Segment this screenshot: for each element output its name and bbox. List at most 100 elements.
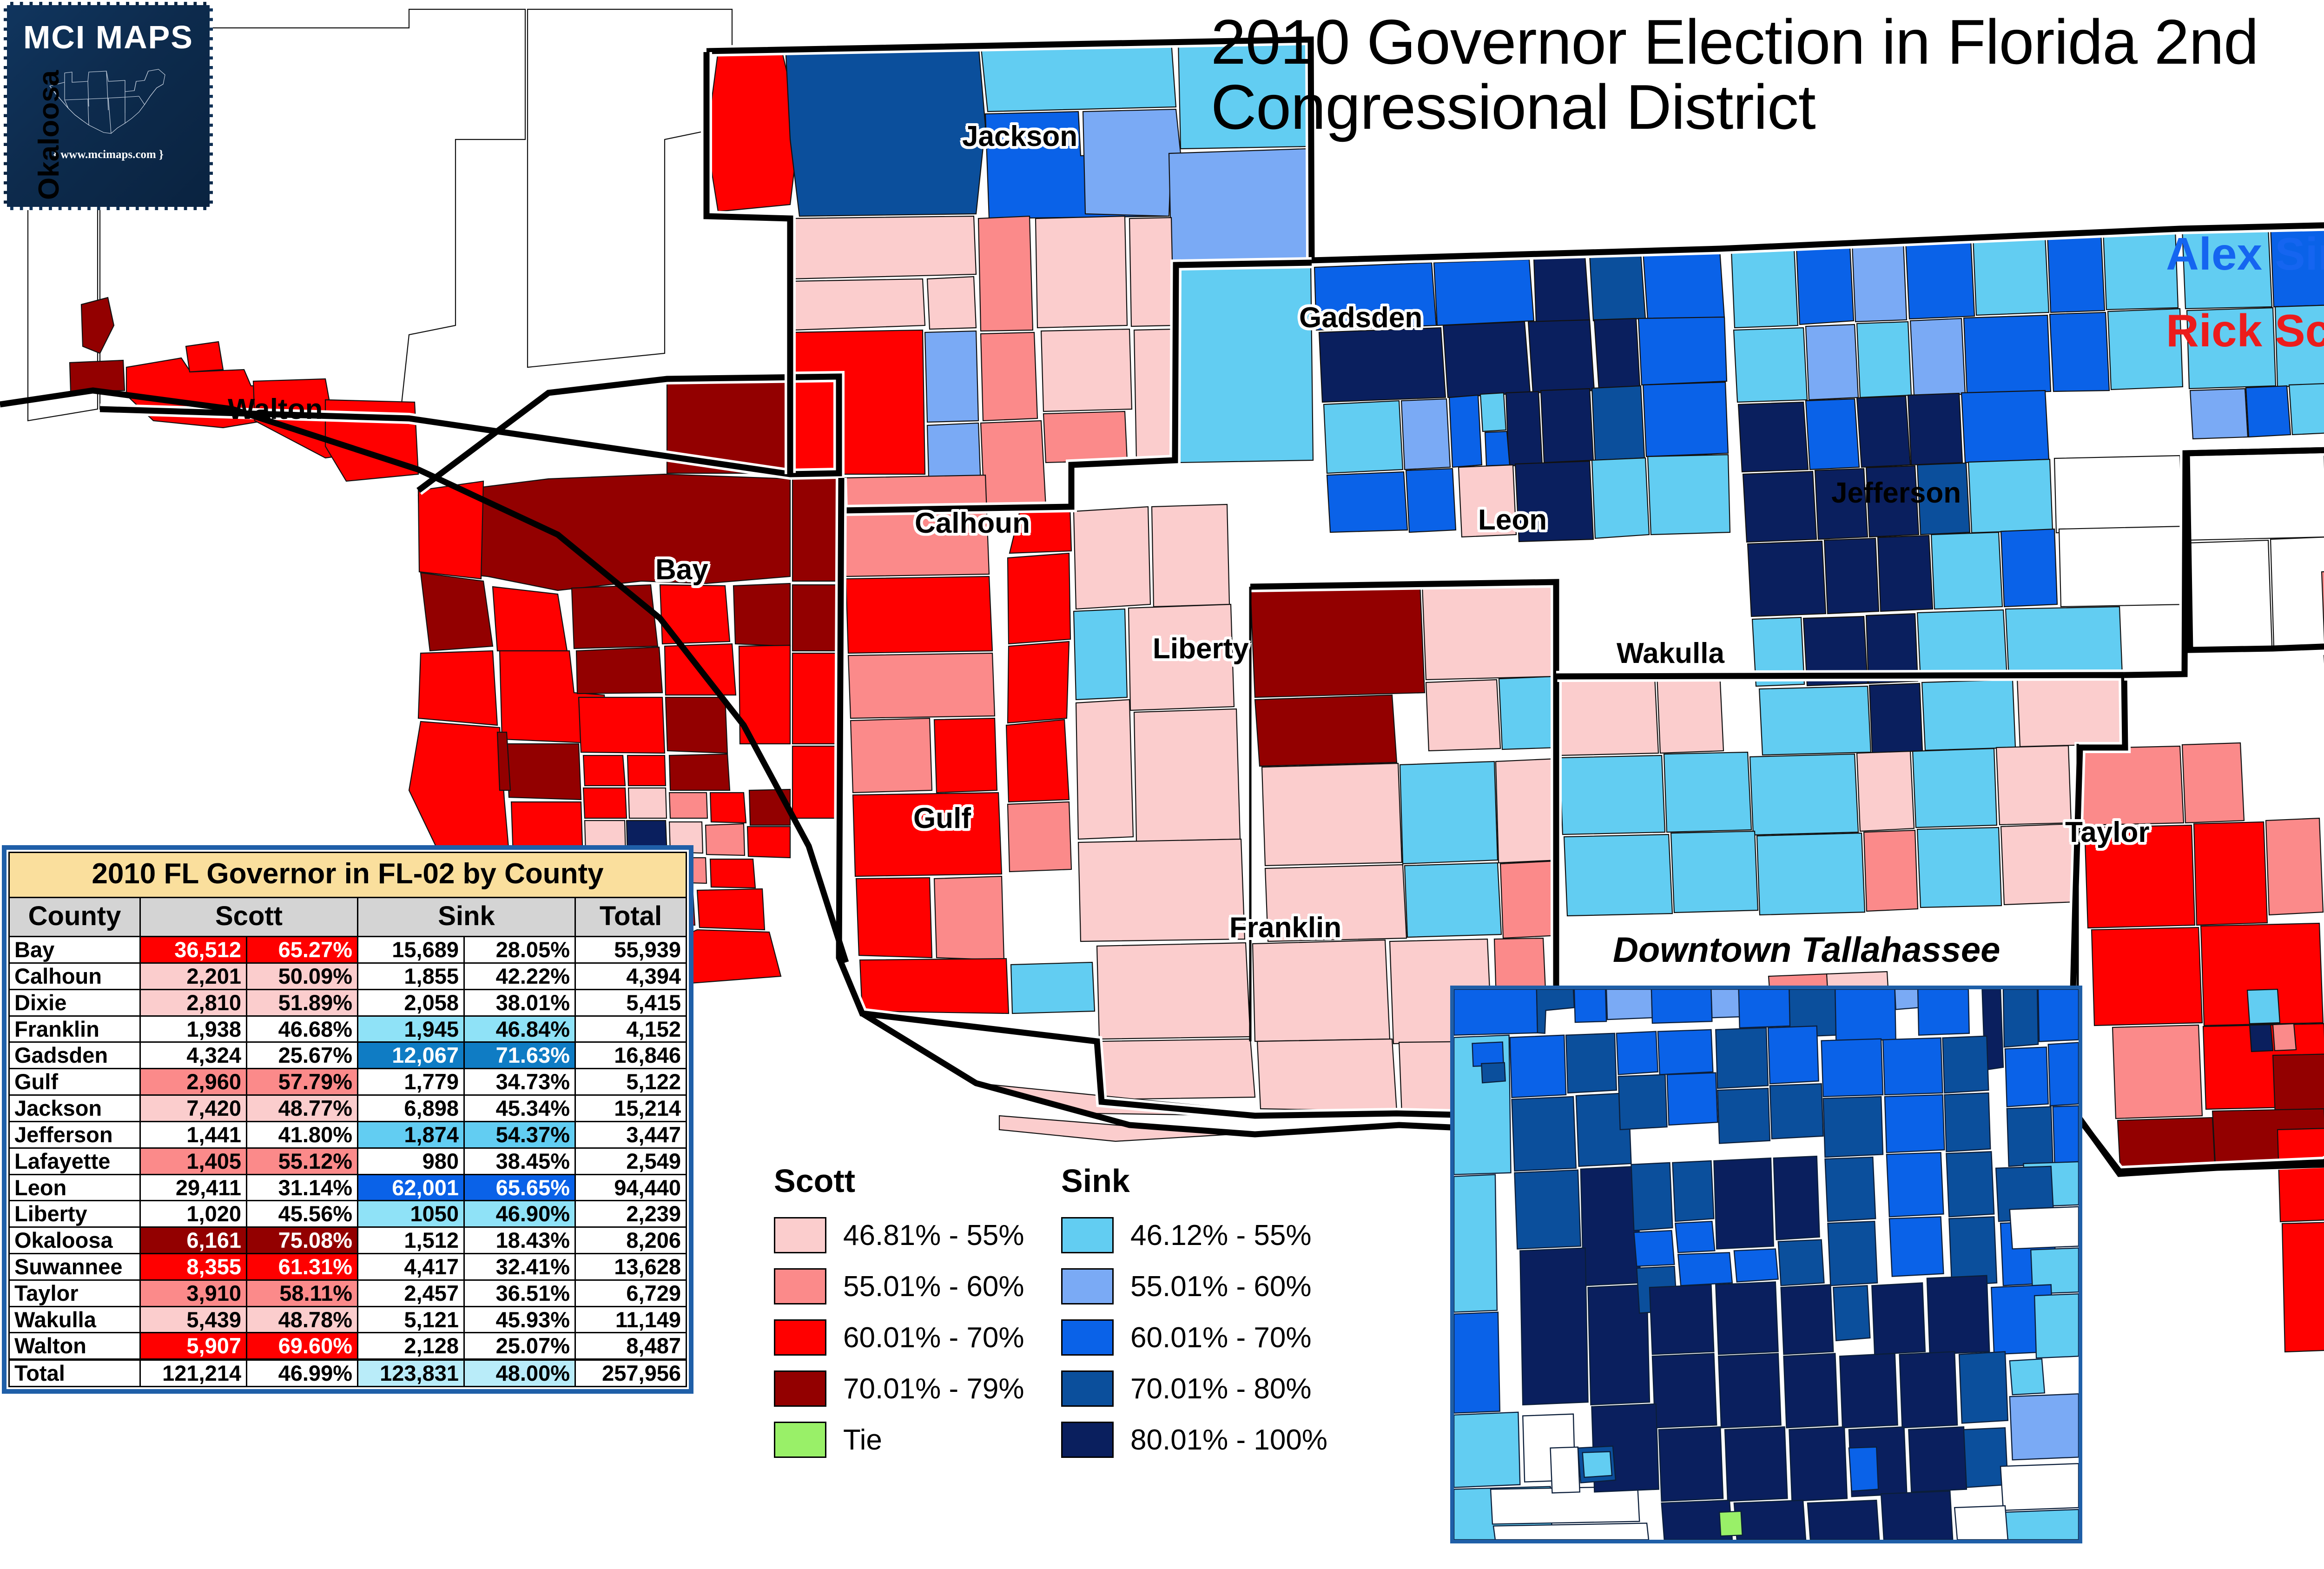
legend-heading-sink: Sink — [1061, 1163, 1130, 1199]
cell-scott-votes: 5,907 — [139, 1332, 247, 1361]
legend-label: 60.01% - 70% — [843, 1321, 1024, 1354]
cell-total: 94,440 — [574, 1173, 687, 1202]
cell-county: Lafayette — [8, 1147, 141, 1175]
cell-total-scott-pct: 46.99% — [246, 1358, 358, 1387]
legend-item: 80.01% - 100% — [1061, 1414, 1327, 1465]
title-line-1: 2010 Governor Election in Florida 2nd — [1211, 7, 2259, 77]
cell-scott-votes: 2,960 — [139, 1068, 247, 1096]
legend-swatch — [1061, 1268, 1114, 1304]
cell-sink-pct: 25.07% — [463, 1332, 576, 1361]
table-row: Taylor 3,910 58.11% 2,457 36.51% 6,729 — [8, 1279, 687, 1307]
cell-scott-pct: 41.80% — [246, 1120, 358, 1149]
cell-sink-votes: 62,001 — [357, 1173, 465, 1202]
county-label-jefferson: Jefferson — [1831, 477, 1961, 509]
table-row: Wakulla 5,439 48.78% 5,121 45.93% 11,149 — [8, 1305, 687, 1334]
cell-scott-votes: 2,201 — [139, 962, 247, 990]
legend-label: 70.01% - 79% — [843, 1372, 1024, 1405]
legend-label: 80.01% - 100% — [1130, 1423, 1327, 1456]
cell-total-sink-pct: 48.00% — [463, 1358, 576, 1387]
table-row: Leon 29,411 31.14% 62,001 65.65% 94,440 — [8, 1173, 687, 1202]
legend-item: 60.01% - 70% — [774, 1312, 1024, 1363]
cell-county: Walton — [8, 1332, 141, 1361]
county-label-gadsden: Gadsden — [1299, 302, 1423, 334]
inset-title: Downtown Tallahassee — [1613, 930, 2000, 970]
legend-item: 46.81% - 55% — [774, 1210, 1024, 1261]
cell-county: Liberty — [8, 1200, 141, 1228]
table-row: Suwannee 8,355 61.31% 4,417 32.41% 13,628 — [8, 1252, 687, 1281]
column-header-sink: Sink — [357, 896, 576, 938]
cell-sink-votes: 6,898 — [357, 1094, 465, 1122]
cell-county: Wakulla — [8, 1305, 141, 1334]
cell-sink-pct: 38.01% — [463, 988, 576, 1017]
table-header-row: County Scott Sink Total — [8, 896, 687, 938]
county-results-table: 2010 FL Governor in FL-02 by County Coun… — [8, 852, 687, 1387]
legend-heading-scott: Scott — [774, 1163, 855, 1199]
table-title: 2010 FL Governor in FL-02 by County — [8, 852, 687, 898]
cell-sink-pct: 36.51% — [463, 1279, 576, 1307]
table-row: Liberty 1,020 45.56% 1050 46.90% 2,239 — [8, 1200, 687, 1228]
cell-scott-pct: 45.56% — [246, 1200, 358, 1228]
cell-scott-pct: 58.11% — [246, 1279, 358, 1307]
cell-scott-pct: 46.68% — [246, 1015, 358, 1043]
legend-label: 55.01% - 60% — [1130, 1270, 1312, 1303]
cell-total: 8,487 — [574, 1332, 687, 1361]
table-row: Lafayette 1,405 55.12% 980 38.45% 2,549 — [8, 1147, 687, 1175]
table-title-row: 2010 FL Governor in FL-02 by County — [8, 852, 687, 898]
table-row: Jackson 7,420 48.77% 6,898 45.34% 15,214 — [8, 1094, 687, 1122]
cell-sink-votes: 1,779 — [357, 1068, 465, 1096]
legend-swatch — [774, 1217, 826, 1253]
cell-total: 2,239 — [574, 1200, 687, 1228]
cell-scott-votes: 5,439 — [139, 1305, 247, 1334]
cell-total: 55,939 — [574, 936, 687, 964]
cell-total-total: 257,956 — [574, 1358, 687, 1387]
legend-item: 46.12% - 55% — [1061, 1210, 1327, 1261]
county-label-okaloosa: Okaloosa — [33, 70, 65, 200]
cell-county: Leon — [8, 1173, 141, 1202]
cell-sink-votes: 15,689 — [357, 936, 465, 964]
cell-county: Franklin — [8, 1015, 141, 1043]
table-row: Dixie 2,810 51.89% 2,058 38.01% 5,415 — [8, 988, 687, 1017]
column-header-total: Total — [574, 896, 687, 938]
county-label-franklin: Franklin — [1229, 912, 1342, 944]
cell-total: 11,149 — [574, 1305, 687, 1334]
cell-county: Suwannee — [8, 1252, 141, 1281]
cell-sink-votes: 1,855 — [357, 962, 465, 990]
column-header-county: County — [8, 896, 141, 938]
legend-item: 55.01% - 60% — [774, 1261, 1024, 1312]
downtown-tallahassee-inset — [1450, 986, 2082, 1543]
cell-total-sink-votes: 123,831 — [357, 1358, 465, 1387]
cell-total-scott-votes: 121,214 — [139, 1358, 247, 1387]
results-summary: Alex Sink 48.0% Rick Scott 47.0% — [2166, 228, 2324, 381]
legend-label: 46.12% - 55% — [1130, 1219, 1312, 1251]
cell-sink-pct: 54.37% — [463, 1120, 576, 1149]
cell-scott-pct: 31.14% — [246, 1173, 358, 1202]
cell-total: 3,447 — [574, 1120, 687, 1149]
cell-sink-votes: 4,417 — [357, 1252, 465, 1281]
county-label-wakulla: Wakulla — [1617, 637, 1724, 669]
table-row: Bay 36,512 65.27% 15,689 28.05% 55,939 — [8, 936, 687, 964]
cell-total: 16,846 — [574, 1041, 687, 1070]
cell-county: Calhoun — [8, 962, 141, 990]
cell-scott-votes: 4,324 — [139, 1041, 247, 1070]
cell-sink-votes: 1050 — [357, 1200, 465, 1228]
legend-swatch — [1061, 1370, 1114, 1407]
legend-label: 55.01% - 60% — [843, 1270, 1024, 1303]
cell-total: 8,206 — [574, 1226, 687, 1254]
cell-scott-pct: 51.89% — [246, 988, 358, 1017]
legend-swatch — [774, 1268, 826, 1304]
county-label-taylor: Taylor — [2065, 816, 2150, 848]
logo-url-text: { www.mcimaps.com } — [53, 148, 164, 161]
cell-county: Dixie — [8, 988, 141, 1017]
cell-total: 5,122 — [574, 1068, 687, 1096]
legend-swatch — [1061, 1217, 1114, 1253]
legend-item: 70.01% - 79% — [774, 1363, 1024, 1414]
table-total-row: Total 121,214 46.99% 123,831 48.00% 257,956 — [8, 1358, 687, 1387]
county-label-leon: Leon — [1478, 504, 1547, 536]
cell-county: Gadsden — [8, 1041, 141, 1070]
cell-sink-votes: 1,874 — [357, 1120, 465, 1149]
cell-scott-pct: 50.09% — [246, 962, 358, 990]
cell-county: Taylor — [8, 1279, 141, 1307]
cell-sink-votes: 5,121 — [357, 1305, 465, 1334]
legend-column-sink: Sink 46.12% - 55% 55.01% - 60% 60.01% - 70… — [1061, 1162, 1327, 1465]
cell-sink-pct: 42.22% — [463, 962, 576, 990]
